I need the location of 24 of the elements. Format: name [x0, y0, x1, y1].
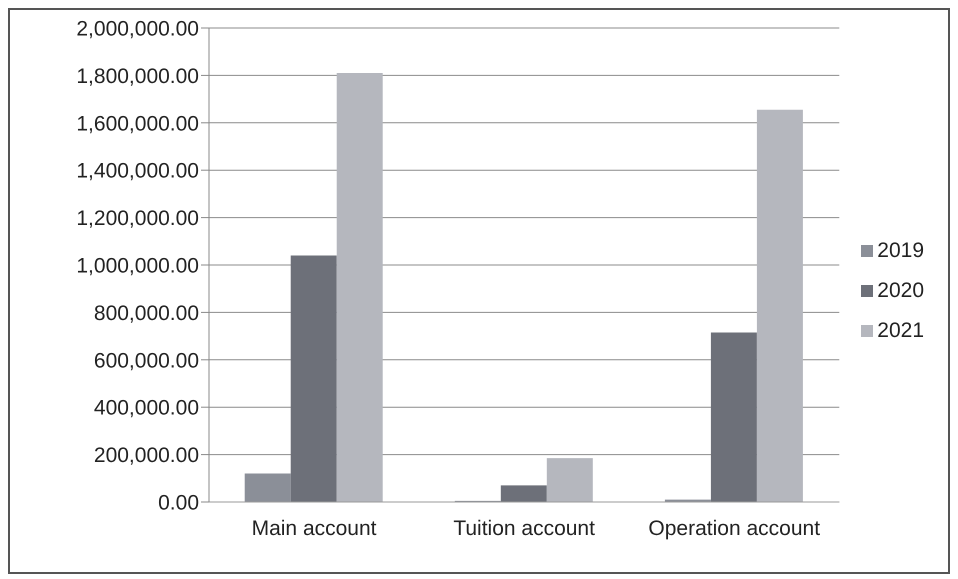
- bar: [336, 73, 383, 502]
- y-tick-label: 1,600,000.00: [76, 112, 199, 136]
- bar: [756, 110, 803, 502]
- y-tick-label: 600,000.00: [94, 349, 199, 372]
- bar: [290, 256, 337, 502]
- legend-label: 2021: [877, 319, 924, 342]
- bar: [710, 332, 757, 502]
- y-tick-label: 2,000,000.00: [76, 17, 199, 40]
- y-tick-label: 200,000.00: [94, 444, 199, 468]
- y-tick-label: 1,800,000.00: [76, 64, 199, 88]
- y-tick-label: 800,000.00: [94, 302, 199, 325]
- legend-label: 2020: [877, 279, 924, 302]
- legend-label: 2019: [877, 239, 924, 262]
- x-tick-label: Operation account: [648, 516, 820, 540]
- x-tick-label: Tuition account: [453, 516, 596, 540]
- bar: [546, 458, 593, 502]
- y-tick-label: 1,400,000.00: [76, 160, 199, 183]
- bar: [500, 485, 547, 502]
- y-tick-label: 0.00: [158, 491, 199, 514]
- bar: [244, 474, 291, 502]
- y-tick-label: 1,000,000.00: [76, 254, 199, 278]
- x-tick-label: Main account: [252, 516, 377, 540]
- y-tick-label: 1,200,000.00: [76, 207, 199, 230]
- y-tick-label: 400,000.00: [94, 396, 199, 420]
